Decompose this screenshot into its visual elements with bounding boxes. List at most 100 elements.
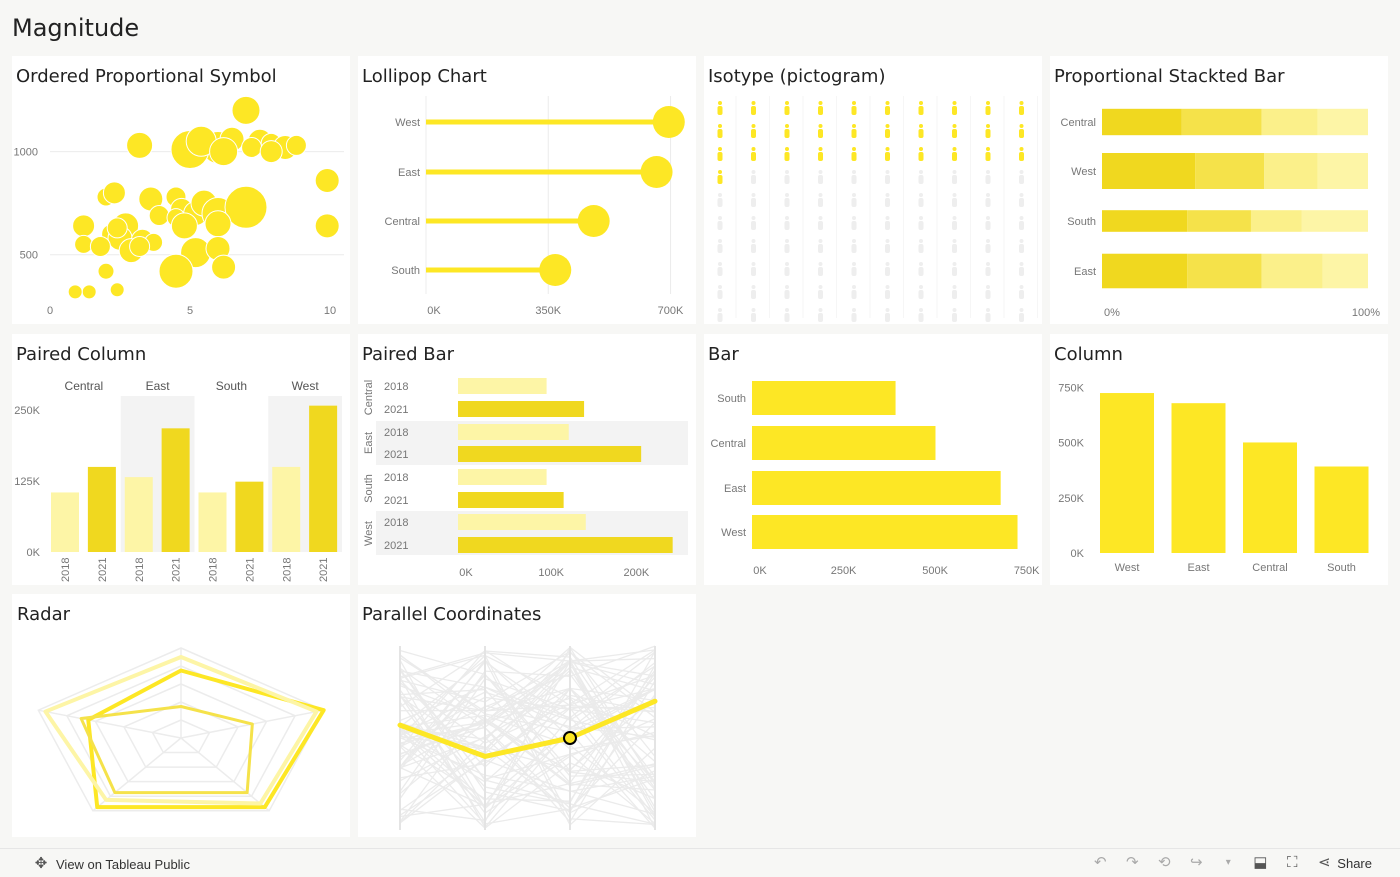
person-icon xyxy=(918,221,924,230)
dropdown-icon[interactable]: ▾ xyxy=(1225,857,1231,868)
symbol-point xyxy=(106,217,128,239)
year-label: 2018 xyxy=(384,427,408,439)
person-icon xyxy=(885,244,890,253)
person-icon-head xyxy=(818,216,823,220)
panel-ordered-proportional-symbol[interactable]: 1000 500 0 5 10 Ordered Proportional Symbol xyxy=(12,56,350,324)
person-icon-head xyxy=(986,147,990,151)
share-button[interactable]: ⋖ Share xyxy=(1315,854,1372,872)
symbol-point xyxy=(81,284,97,300)
person-icon xyxy=(784,221,790,230)
group-header: Central xyxy=(65,379,104,393)
x-tick-label: 0K xyxy=(427,305,441,317)
person-icon-head xyxy=(986,170,990,174)
person-icon xyxy=(717,313,723,322)
person-icon-head xyxy=(952,285,957,289)
panel-isotype[interactable]: Isotype (pictogram) xyxy=(704,56,1042,324)
person-icon xyxy=(751,175,756,184)
stacked-segment xyxy=(1261,253,1323,289)
revert-icon[interactable]: ⟲ xyxy=(1158,854,1171,871)
paired-column-bar xyxy=(309,405,338,552)
y-tick-label: 500K xyxy=(1058,438,1084,450)
person-icon-head xyxy=(718,285,722,289)
parallel-line xyxy=(399,679,656,783)
paired-bar xyxy=(458,424,569,440)
download-icon[interactable]: ⬓ xyxy=(1253,854,1268,871)
refresh-icon[interactable]: ↪ xyxy=(1190,854,1203,871)
person-icon-head xyxy=(1019,147,1024,151)
person-icon-head xyxy=(986,193,990,197)
person-icon xyxy=(1019,198,1024,207)
group-header: West xyxy=(292,379,320,393)
stacked-segment xyxy=(1322,253,1368,289)
bar xyxy=(752,426,936,460)
person-icon xyxy=(1019,221,1024,230)
undo-icon[interactable]: ↶ xyxy=(1094,854,1107,871)
lollipop-head xyxy=(577,205,610,237)
panel-paired-column[interactable]: 250K 125K 0K Central 2018 2021 East 2018 2021 Sou… xyxy=(12,334,350,585)
stacked-bar-chart: Central West South East 0% 100% xyxy=(1061,108,1380,319)
person-icon xyxy=(851,106,857,115)
x-tick-label: 2018 xyxy=(134,558,146,582)
fullscreen-icon[interactable]: ⛶ xyxy=(1287,854,1298,871)
category-label: South xyxy=(391,265,420,277)
person-icon xyxy=(1019,244,1024,253)
person-icon xyxy=(985,244,991,253)
panel-bar[interactable]: South Central East West 0K 250K 500K 750K Bar xyxy=(704,334,1042,585)
view-on-tableau-public-link[interactable]: ✥ View on Tableau Public xyxy=(32,855,190,873)
person-icon xyxy=(985,198,991,207)
person-icon xyxy=(818,244,823,253)
person-icon xyxy=(717,106,723,115)
panel-paired-bar[interactable]: Central 2018 2021 East 2018 2021 South 2018 2021… xyxy=(358,334,696,585)
parallel-line xyxy=(399,649,656,678)
panel-parallel-coordinates[interactable]: Parallel Coordinates xyxy=(358,594,696,837)
paired-column-bar xyxy=(161,428,190,552)
panel-lollipop[interactable]: 0K 350K 700K West East Central South Lollipop … xyxy=(358,56,696,324)
person-icon-head xyxy=(919,170,923,174)
person-icon xyxy=(784,152,790,161)
person-icon xyxy=(918,129,924,138)
panel-proportional-stacked-bar[interactable]: Central West South East 0% 100% Proportional … xyxy=(1050,56,1388,324)
symbol-point xyxy=(74,234,94,254)
parallel-line xyxy=(399,736,656,815)
redo-icon[interactable]: ↷ xyxy=(1126,854,1139,871)
symbol-point xyxy=(314,167,340,193)
person-icon xyxy=(952,106,957,115)
person-icon xyxy=(717,221,723,230)
category-label: West xyxy=(721,527,746,539)
person-icon-head xyxy=(852,170,856,174)
lollipop-chart: 0K 350K 700K West East Central South xyxy=(385,96,685,317)
person-icon-head xyxy=(919,239,923,243)
radar-axis xyxy=(38,709,182,739)
panel-radar[interactable]: Radar xyxy=(12,594,350,837)
person-icon xyxy=(751,313,756,322)
year-label: 2021 xyxy=(384,404,408,416)
paired-bar xyxy=(458,378,547,394)
person-icon-head xyxy=(952,239,957,243)
person-icon xyxy=(751,106,756,115)
person-icon xyxy=(751,267,756,276)
person-icon xyxy=(851,175,857,184)
person-icon-head xyxy=(751,308,756,312)
person-icon-head xyxy=(852,308,856,312)
x-tick-label: 350K xyxy=(535,305,561,317)
person-icon xyxy=(751,221,756,230)
parallel-line xyxy=(399,706,656,824)
isotype-chart xyxy=(717,96,1038,322)
person-icon xyxy=(851,198,857,207)
x-tick-label: 200K xyxy=(624,567,650,579)
paired-bar-chart: Central 2018 2021 East 2018 2021 South 2018 2021… xyxy=(363,378,688,579)
person-icon xyxy=(851,313,857,322)
radar-chart xyxy=(37,647,326,812)
panel-column[interactable]: 750K 500K 250K 0K West East Central South Colum… xyxy=(1050,334,1388,585)
parallel-coordinates-chart xyxy=(397,645,658,830)
category-label: West xyxy=(1071,166,1096,178)
symbol-point xyxy=(231,95,261,125)
stacked-segment xyxy=(1301,210,1368,232)
person-icon xyxy=(885,106,890,115)
share-label: Share xyxy=(1337,855,1372,871)
person-icon xyxy=(784,244,790,253)
person-icon-head xyxy=(785,262,789,266)
person-icon-head xyxy=(885,101,890,105)
symbol-point xyxy=(67,284,83,300)
x-tick-label: 0 xyxy=(47,305,53,317)
